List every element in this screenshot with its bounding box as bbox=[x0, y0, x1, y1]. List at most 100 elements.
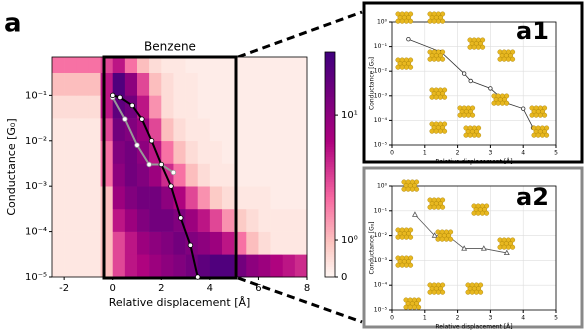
heatmap-cell bbox=[294, 186, 308, 210]
heatmap-cell bbox=[185, 72, 199, 96]
plot-frame bbox=[391, 21, 557, 146]
gold-atom bbox=[399, 18, 405, 24]
colorbar-segment bbox=[325, 67, 335, 70]
colorbar-segment bbox=[325, 272, 335, 275]
colorbar-segment bbox=[325, 112, 335, 115]
heatmap-cell bbox=[282, 231, 296, 255]
gold-atom bbox=[463, 132, 469, 138]
gold-atom bbox=[429, 94, 435, 100]
gold-atom bbox=[395, 234, 401, 240]
gold-atom bbox=[529, 112, 535, 118]
x-tick-label: 2 bbox=[456, 314, 460, 321]
gold-atom bbox=[437, 94, 443, 100]
x-tick-label: 5 bbox=[554, 314, 558, 321]
heatmap-cell bbox=[52, 208, 65, 232]
heatmap-cell bbox=[282, 208, 296, 232]
heatmap-cell bbox=[258, 57, 271, 73]
colorbar-segment bbox=[325, 204, 335, 208]
y-tick-label: 10⁻⁴ bbox=[25, 227, 47, 238]
gold-atom bbox=[431, 18, 437, 24]
marker bbox=[461, 245, 468, 251]
marker bbox=[431, 232, 438, 238]
gold-atom bbox=[399, 234, 405, 240]
heatmap-cell bbox=[222, 57, 235, 73]
panel-label: a2 bbox=[516, 183, 549, 211]
heatmap-cell bbox=[294, 231, 308, 255]
y-tick-label: 10⁻⁵ bbox=[25, 272, 47, 283]
heatmap-cell bbox=[76, 72, 89, 96]
heatmap-cell bbox=[88, 231, 101, 255]
heatmap-cell bbox=[161, 118, 174, 142]
heatmap-cell bbox=[270, 57, 284, 73]
marker bbox=[170, 169, 177, 176]
heatmap-cell bbox=[197, 72, 211, 96]
heatmap-cell bbox=[64, 95, 77, 119]
heatmap-cell bbox=[137, 72, 150, 96]
zoom-line bbox=[237, 10, 363, 59]
x-tick-label: 6 bbox=[255, 283, 261, 294]
colorbar-segment bbox=[325, 97, 335, 100]
colorbar-segment bbox=[325, 209, 335, 213]
y-tick-label: 10⁰ bbox=[377, 19, 388, 26]
heatmap-cell bbox=[124, 208, 138, 232]
heatmap-cell bbox=[246, 72, 259, 96]
colorbar-segment bbox=[325, 212, 335, 215]
heatmap-cell bbox=[246, 140, 259, 164]
x-tick-label: 1 bbox=[423, 149, 427, 156]
y-tick-label: 10⁻² bbox=[25, 136, 47, 147]
heatmap-cell bbox=[197, 231, 211, 255]
heatmap-cell bbox=[270, 254, 284, 278]
gold-atom bbox=[399, 64, 405, 70]
colorbar-segment bbox=[325, 207, 335, 210]
heatmap-cell bbox=[64, 57, 77, 73]
colorbar-segment bbox=[325, 274, 335, 278]
colorbar-segment bbox=[325, 217, 335, 220]
heatmap-cell bbox=[137, 140, 150, 164]
heatmap-cell bbox=[246, 57, 259, 73]
heatmap-cell bbox=[282, 254, 296, 278]
heatmap-cell bbox=[209, 57, 223, 73]
heatmap-cell bbox=[209, 208, 223, 232]
gold-atom bbox=[427, 289, 433, 295]
x-tick-label: 5 bbox=[554, 149, 558, 156]
heatmap-cell bbox=[88, 254, 101, 278]
heatmap-cell bbox=[258, 72, 271, 96]
gold-atom bbox=[479, 210, 485, 216]
colorbar-segment bbox=[325, 59, 335, 63]
colorbar-segment bbox=[325, 54, 335, 58]
colorbar-segment bbox=[325, 84, 335, 88]
heatmap-cell bbox=[197, 95, 211, 119]
gold-atom bbox=[442, 128, 448, 134]
gold-atom bbox=[435, 204, 441, 210]
panel-label: a bbox=[4, 9, 22, 39]
heatmap-cell bbox=[52, 72, 65, 96]
heatmap-cell bbox=[112, 140, 126, 164]
heatmap-cell bbox=[161, 208, 174, 232]
heatmap-cell bbox=[100, 118, 114, 142]
gold-atom bbox=[414, 186, 420, 192]
colorbar-segment bbox=[325, 79, 335, 83]
gold-atom bbox=[433, 94, 439, 100]
heatmap-cell bbox=[88, 72, 101, 96]
heatmap-cell bbox=[88, 57, 101, 73]
heatmap-cell bbox=[222, 140, 235, 164]
colorbar-segment bbox=[325, 129, 335, 133]
colorbar-segment bbox=[325, 219, 335, 223]
gold-atom bbox=[539, 132, 545, 138]
colorbar-segment bbox=[325, 154, 335, 158]
marker bbox=[117, 94, 123, 101]
x-tick-label: 1 bbox=[423, 314, 427, 321]
marker bbox=[411, 211, 418, 217]
y-tick-label: 10⁻² bbox=[374, 232, 388, 239]
heatmap-cell bbox=[209, 140, 223, 164]
marker bbox=[503, 249, 510, 256]
gold-atom bbox=[535, 132, 541, 138]
colorbar-segment bbox=[325, 199, 335, 203]
gold-atom bbox=[501, 56, 507, 62]
colorbar-segment bbox=[325, 144, 335, 148]
colorbar-segment bbox=[325, 237, 335, 240]
marker bbox=[187, 242, 194, 248]
heatmap-cell bbox=[112, 254, 126, 278]
gold-atom bbox=[505, 56, 511, 62]
gold-atom bbox=[408, 64, 414, 70]
